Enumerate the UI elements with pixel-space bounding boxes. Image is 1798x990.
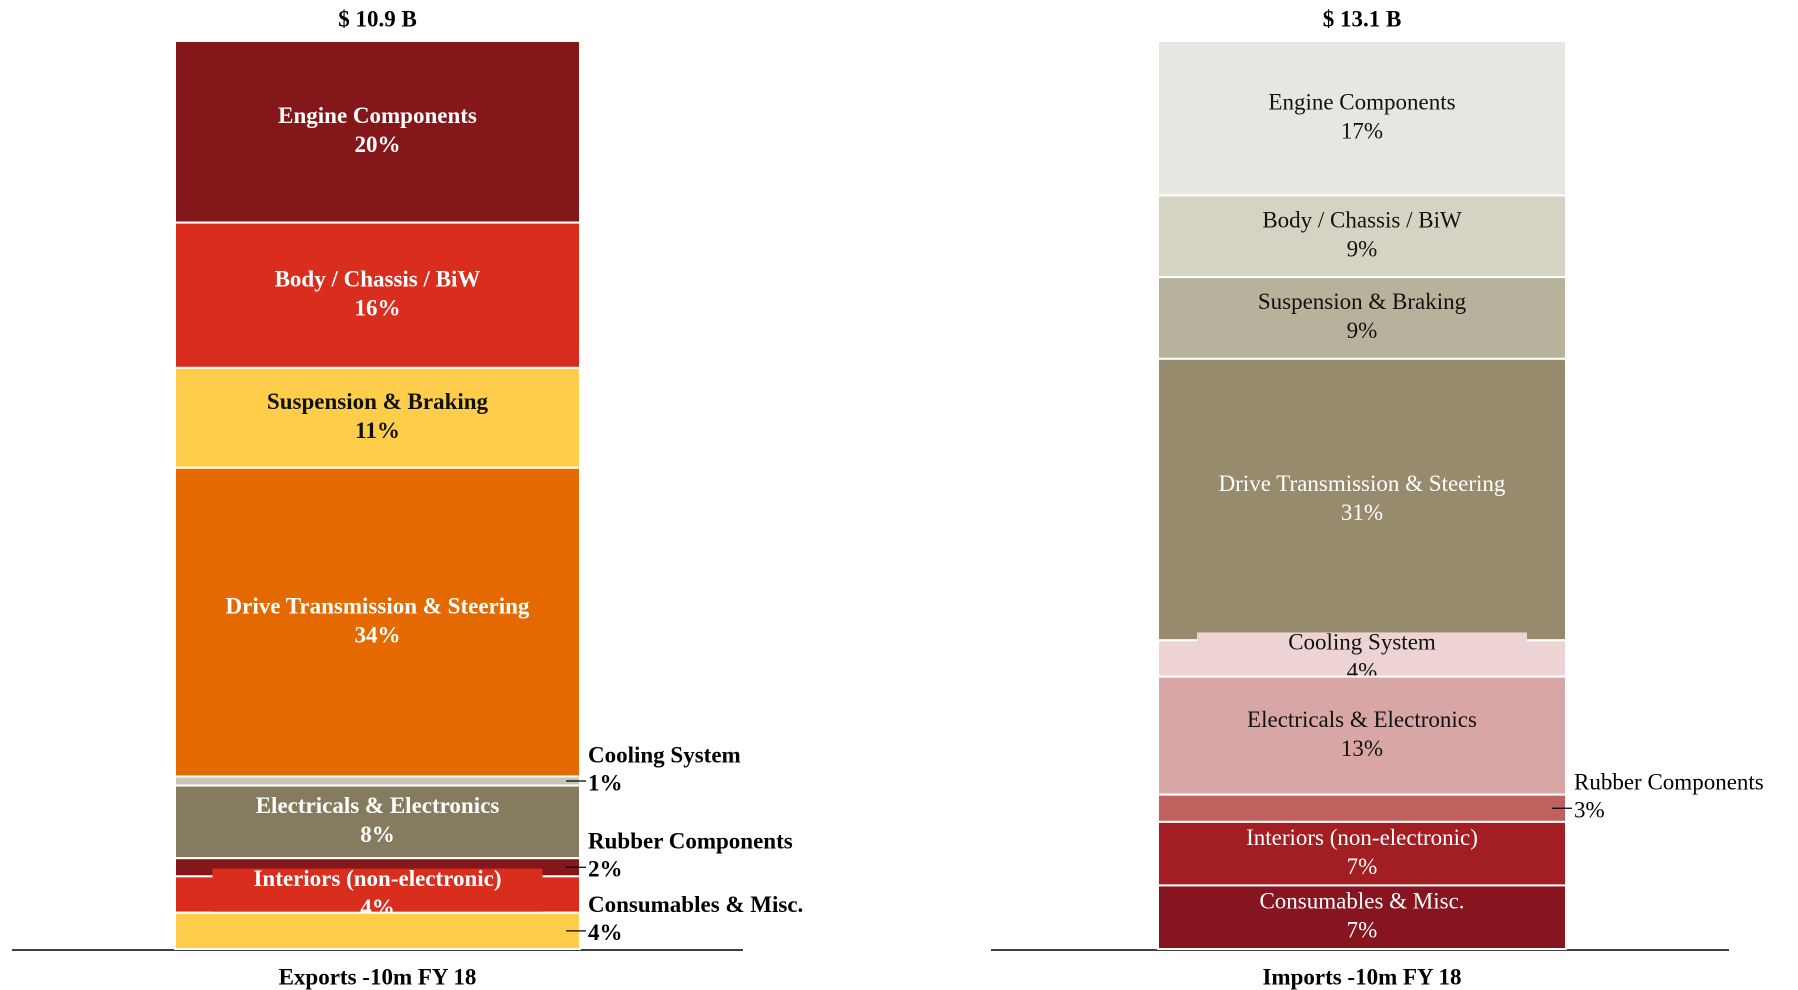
segment-value: 9% xyxy=(1347,237,1378,262)
bar-segment xyxy=(1157,276,1567,360)
bar-segment xyxy=(174,466,581,778)
segment-value: 20% xyxy=(355,132,401,157)
segment-label: Suspension & Braking xyxy=(267,389,489,414)
bar-segment xyxy=(1157,357,1567,642)
segment-label: Engine Components xyxy=(1268,89,1455,114)
segment-label: Body / Chassis / BiW xyxy=(1262,208,1462,233)
bar-segment xyxy=(174,911,581,950)
segment-value: 17% xyxy=(1341,118,1383,143)
segment-label: Body / Chassis / BiW xyxy=(275,267,481,292)
segment-label: Drive Transmission & Steering xyxy=(1219,471,1506,496)
segment-value: 31% xyxy=(1341,500,1383,525)
segment-label: Rubber Components xyxy=(1574,770,1764,795)
segment-value: 16% xyxy=(355,296,401,321)
bar-segment xyxy=(1157,884,1567,951)
x-axis-label: Exports -10m FY 18 xyxy=(279,964,477,989)
segment-value: 13% xyxy=(1341,736,1383,761)
segment-value: 8% xyxy=(360,822,395,847)
segment-value: 3% xyxy=(1574,798,1605,823)
segment-label: Rubber Components xyxy=(588,829,793,854)
segment-value: 4% xyxy=(588,920,623,945)
bar-segment xyxy=(174,366,581,469)
x-axis-label: Imports -10m FY 18 xyxy=(1262,964,1461,989)
segment-value: 7% xyxy=(1347,918,1378,943)
segment-value: 7% xyxy=(1347,854,1378,879)
bar-total: $ 10.9 B xyxy=(338,6,417,31)
bar-segment xyxy=(1157,793,1567,823)
segment-value: 11% xyxy=(355,418,400,443)
bar-segment xyxy=(174,221,581,369)
segment-label: Electricals & Electronics xyxy=(256,793,500,818)
segment-label: Interiors (non-electronic) xyxy=(1246,825,1478,850)
bar-segment xyxy=(174,775,581,787)
bar-segment xyxy=(1157,820,1567,887)
segment-value: 1% xyxy=(588,770,623,795)
segment-label: Consumables & Misc. xyxy=(1259,889,1464,914)
segment-label: Drive Transmission & Steering xyxy=(226,593,530,618)
segment-label: Suspension & Braking xyxy=(1258,289,1467,314)
segment-value: 2% xyxy=(588,857,623,882)
bar-segment xyxy=(1157,194,1567,279)
bar-segment xyxy=(1157,675,1567,796)
segment-value: 34% xyxy=(355,622,401,647)
bar-segment xyxy=(174,40,581,224)
bar-total: $ 13.1 B xyxy=(1323,6,1402,31)
segment-label: Cooling System xyxy=(588,742,741,767)
segment-label: Electricals & Electronics xyxy=(1247,707,1477,732)
segment-label: Engine Components xyxy=(278,103,477,128)
segment-value: 9% xyxy=(1347,318,1378,343)
segment-label: Interiors (non-electronic) xyxy=(253,866,501,891)
segment-label: Cooling System xyxy=(1288,630,1436,655)
segment-label: Consumables & Misc. xyxy=(588,892,803,917)
bar-segment xyxy=(1157,40,1567,197)
